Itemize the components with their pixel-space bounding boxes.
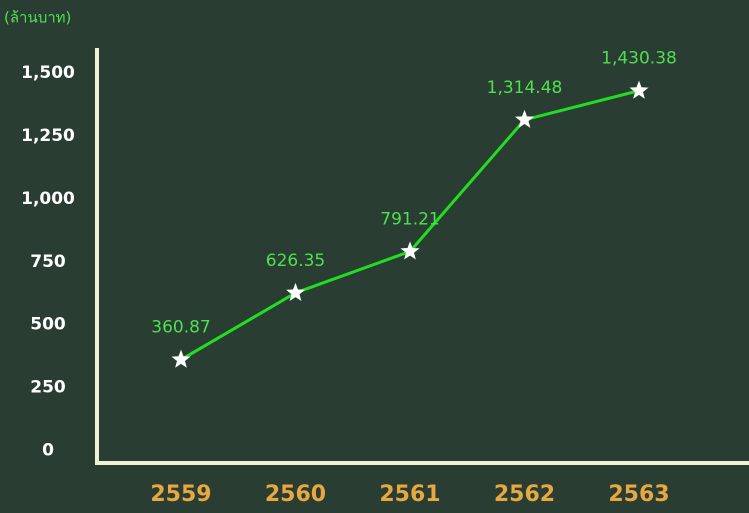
axis-line bbox=[95, 48, 749, 465]
star-marker bbox=[171, 349, 191, 368]
y-tick-label: 1,250 bbox=[21, 126, 75, 146]
y-tick-label: 500 bbox=[30, 315, 66, 335]
y-tick-label: 750 bbox=[30, 252, 66, 272]
y-tick-label: 250 bbox=[30, 378, 66, 398]
star-marker bbox=[285, 282, 306, 301]
y-tick-label: 1,000 bbox=[21, 189, 75, 209]
data-label: 1,430.38 bbox=[601, 49, 677, 69]
star-marker bbox=[400, 241, 420, 260]
star-marker bbox=[629, 80, 649, 99]
x-tick-label: 2562 bbox=[494, 482, 555, 507]
x-tick-label: 2560 bbox=[265, 482, 326, 507]
y-tick-label: 1,500 bbox=[21, 63, 75, 83]
x-tick-label: 2561 bbox=[379, 482, 440, 507]
y-axis-label: (ล้านบาท) bbox=[4, 9, 71, 27]
data-label: 626.35 bbox=[266, 251, 325, 271]
x-tick-label: 2563 bbox=[608, 482, 669, 507]
x-tick-label: 2559 bbox=[150, 482, 211, 507]
star-marker bbox=[514, 109, 535, 128]
data-label: 791.21 bbox=[380, 209, 439, 229]
y-tick-label: 0 bbox=[42, 440, 54, 460]
data-label: 360.87 bbox=[151, 318, 210, 338]
data-label: 1,314.48 bbox=[487, 78, 563, 98]
